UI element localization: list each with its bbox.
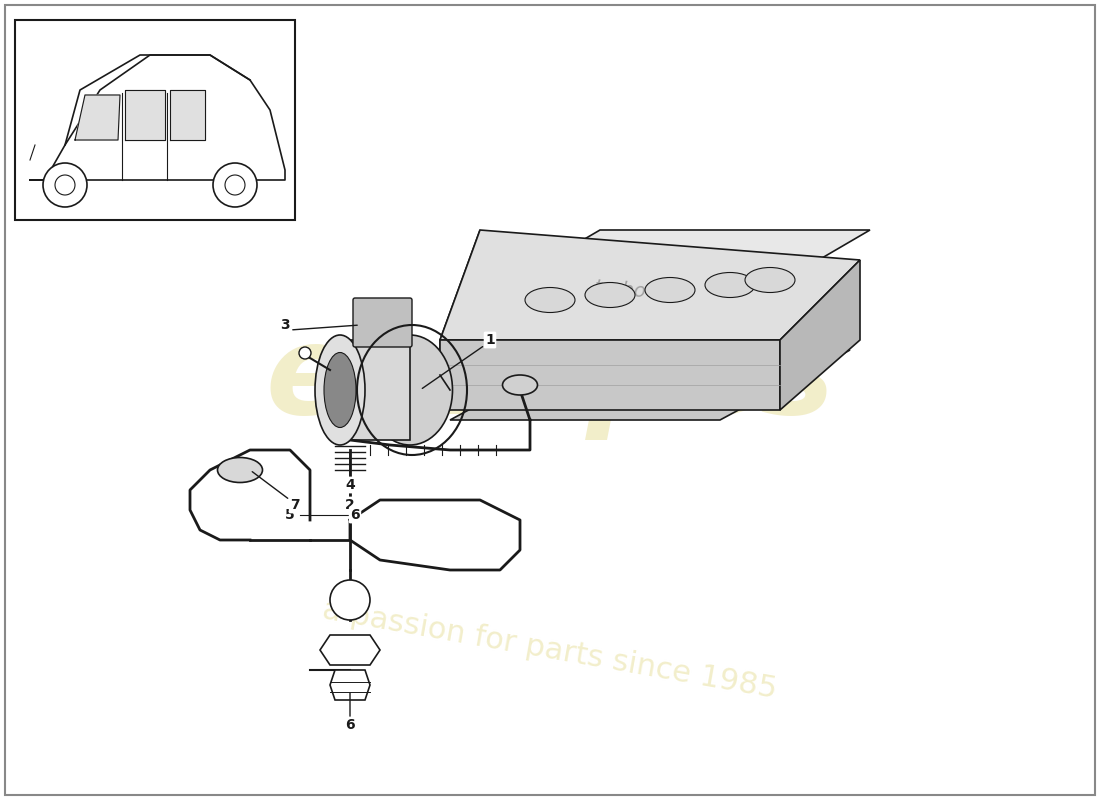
Circle shape (55, 175, 75, 195)
Polygon shape (450, 350, 850, 420)
Polygon shape (125, 90, 165, 140)
Polygon shape (440, 230, 860, 340)
Circle shape (226, 175, 245, 195)
Bar (15, 20, 295, 220)
FancyBboxPatch shape (353, 298, 412, 347)
Ellipse shape (367, 335, 452, 445)
Ellipse shape (585, 282, 635, 307)
Polygon shape (340, 340, 410, 440)
Text: europes: europes (265, 319, 835, 441)
Text: 5: 5 (285, 508, 295, 522)
Text: 1: 1 (485, 333, 495, 347)
Polygon shape (780, 260, 860, 410)
Circle shape (43, 163, 87, 207)
Circle shape (330, 580, 370, 620)
Circle shape (299, 347, 311, 359)
Ellipse shape (315, 335, 365, 445)
Text: 4: 4 (345, 478, 355, 492)
Ellipse shape (525, 287, 575, 313)
Text: 3: 3 (280, 318, 289, 332)
Ellipse shape (745, 267, 795, 293)
Text: a passion for parts since 1985: a passion for parts since 1985 (320, 596, 780, 704)
Text: 7: 7 (290, 498, 300, 512)
Text: 6: 6 (345, 718, 355, 732)
Polygon shape (75, 95, 120, 140)
Circle shape (213, 163, 257, 207)
Polygon shape (320, 635, 379, 665)
Polygon shape (330, 670, 370, 700)
Ellipse shape (705, 273, 755, 298)
Ellipse shape (503, 375, 538, 395)
Polygon shape (440, 340, 780, 410)
Ellipse shape (645, 278, 695, 302)
Polygon shape (440, 230, 480, 410)
Ellipse shape (324, 353, 356, 427)
Polygon shape (480, 230, 870, 300)
Text: 6: 6 (350, 508, 360, 522)
Text: 2: 2 (345, 498, 355, 512)
Polygon shape (170, 90, 205, 140)
Text: turbo: turbo (593, 278, 647, 302)
Ellipse shape (218, 458, 263, 482)
